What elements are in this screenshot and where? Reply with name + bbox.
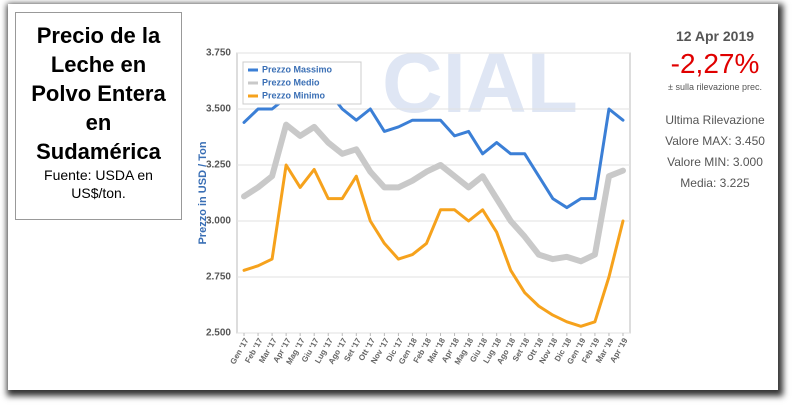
- heading: Ultima Rilevazione: [665, 113, 765, 127]
- watermark: CIAL: [382, 36, 578, 130]
- source: Fuente: USDA en US$/ton.: [44, 167, 153, 201]
- title: Precio de la Leche en Polvo Entera en Su…: [31, 23, 166, 164]
- legend-box: [242, 61, 362, 105]
- max: Valore MAX: 3.450: [665, 134, 765, 148]
- y-tick-label: 3.250: [206, 160, 231, 171]
- date: 12 Apr 2019: [675, 28, 755, 44]
- change-note: ± sulla rilevazione prec.: [668, 82, 762, 92]
- series-line: [241, 121, 626, 265]
- legend-label: Prezzo Medio: [262, 77, 320, 87]
- legend-label: Prezzo Minimo: [262, 90, 326, 100]
- legend-label: Prezzo Massimo: [262, 64, 333, 74]
- y-tick-label: 2.500: [206, 328, 231, 339]
- min: Valore MIN: 3.000: [667, 155, 763, 169]
- series-line: [242, 163, 625, 328]
- y-tick-label: 2.750: [206, 272, 231, 283]
- title-box: Precio de la Leche en Polvo Entera en Su…: [15, 12, 182, 220]
- info-panel: 12 Apr 2019 -2,27% ± sulla rilevazione p…: [640, 28, 790, 194]
- y-tick-label: 3.750: [206, 48, 231, 59]
- y-tick-label: 3.500: [206, 104, 231, 115]
- mean: Media: 3.225: [680, 176, 750, 190]
- y-tick-label: 3.000: [206, 216, 231, 227]
- y-axis-label: Prezzo in USD / Ton: [197, 141, 209, 244]
- change: -2,27%: [670, 48, 760, 79]
